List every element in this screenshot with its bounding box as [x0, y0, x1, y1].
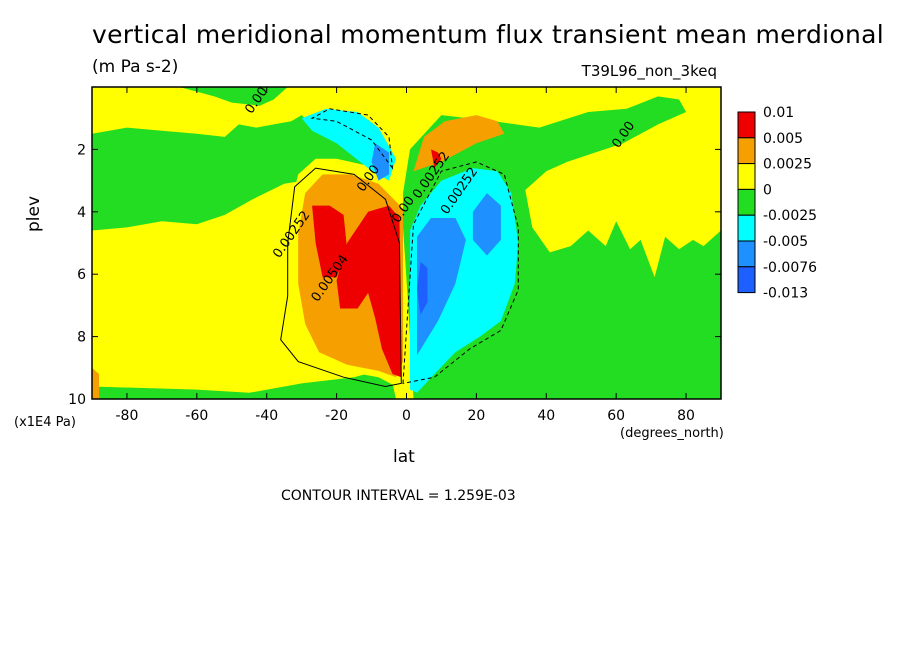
y-tick-label-0: 2	[77, 142, 86, 158]
colorbar-swatch-5	[737, 240, 756, 268]
x-axis-label: lat	[393, 447, 415, 467]
colorbar-label-5: -0.005	[763, 234, 808, 250]
y-axis-units: (x1E4 Pa)	[14, 415, 76, 430]
colorbar-label-3: 0	[763, 182, 772, 198]
colorbar-swatch-4	[737, 214, 756, 242]
chart-units: (m Pa s-2)	[92, 57, 179, 77]
chart-title: vertical meridional momentum flux transi…	[92, 20, 885, 49]
x-tick-label-3: -20	[325, 408, 348, 424]
colorbar-swatch-0	[737, 111, 756, 139]
contour-lines	[280, 108, 519, 388]
y-tick-label-3: 8	[77, 330, 86, 346]
colorbar-label-2: 0.0025	[763, 157, 812, 173]
colorbar-swatch-3	[737, 188, 756, 216]
contour-interval-note: CONTOUR INTERVAL = 1.259E-03	[281, 488, 516, 504]
colorbar-label-1: 0.005	[763, 131, 803, 147]
field-blue-nh-2	[472, 193, 501, 256]
field-blue-upper-sh	[371, 143, 389, 181]
y-tick-label-1: 4	[77, 205, 86, 221]
contour-line-sh-outer	[280, 167, 402, 388]
axes: -80 -60 -40 -20 0 20 40 60 80 2 4 6 8 10	[68, 87, 721, 424]
field-red-sh	[336, 205, 402, 378]
contour-line-nh-dashed	[402, 161, 519, 385]
field-green-sw	[92, 367, 396, 399]
y-tick-label-4: 10	[68, 392, 86, 408]
colorbar-label-7: -0.013	[763, 286, 808, 302]
field-red-sh-2	[312, 205, 348, 278]
colorbar-swatch-6	[737, 266, 756, 294]
x-axis-units: (degrees_north)	[620, 426, 724, 441]
field-green-top	[179, 87, 288, 106]
colorbar-label-6: -0.0076	[763, 260, 817, 276]
x-tick-label-8: 80	[677, 408, 695, 424]
colorbar-swatch-1	[737, 137, 756, 165]
experiment-label: T39L96_non_3keq	[581, 62, 717, 80]
y-tick-label-2: 6	[77, 267, 86, 283]
contour-line-upper-sh-dashed	[310, 108, 394, 170]
colorbar-label-4: -0.0025	[763, 208, 817, 224]
x-tick-label-4: 0	[402, 408, 411, 424]
field-red-upper-nh	[431, 149, 442, 169]
x-tick-label-6: 40	[537, 408, 555, 424]
field-blue-nh	[417, 218, 466, 356]
colorbar-swatch-2	[737, 163, 756, 190]
x-tick-label-2: -40	[255, 408, 278, 424]
contour-fields	[92, 87, 721, 399]
x-tick-label-7: 60	[607, 408, 625, 424]
field-orange-edge	[92, 367, 99, 399]
x-tick-label-1: -60	[185, 408, 208, 424]
field-darkblue-nh	[417, 261, 428, 315]
colorbar-label-0: 0.01	[763, 105, 794, 121]
x-tick-label-5: 20	[467, 408, 485, 424]
x-tick-label-0: -80	[116, 408, 139, 424]
colorbar: 0.01 0.005 0.0025 0 -0.0025 -0.005 -0.0076 -0.0…	[737, 105, 817, 302]
field-green-main	[92, 96, 721, 399]
